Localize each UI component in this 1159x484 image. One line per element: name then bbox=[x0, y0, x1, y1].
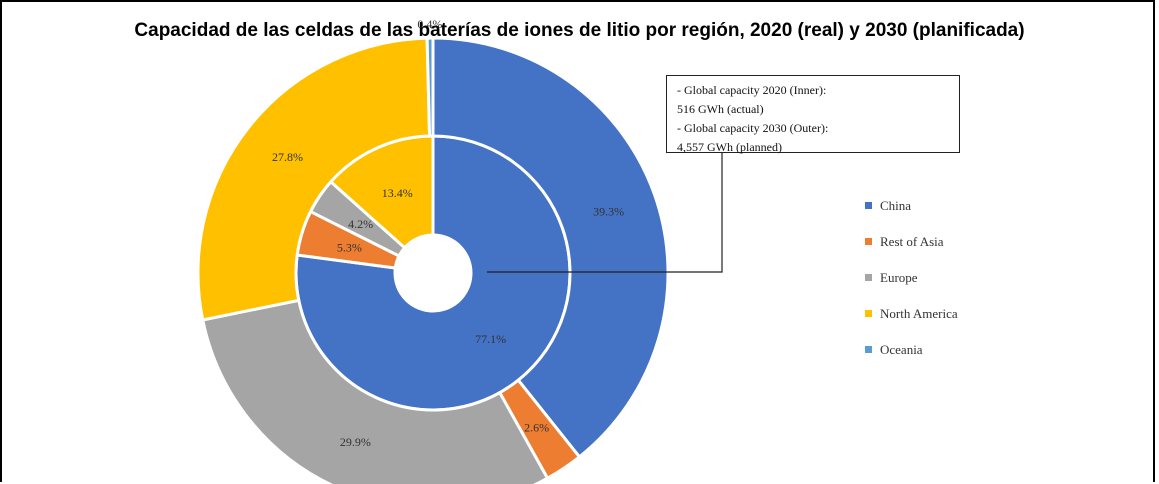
outer-data-label: 2.6% bbox=[524, 420, 549, 434]
legend-label: China bbox=[880, 197, 912, 213]
legend-item: China bbox=[865, 196, 958, 215]
legend-item: North America bbox=[865, 304, 958, 323]
legend-item: Europe bbox=[865, 268, 958, 287]
inner-data-label: 4.2% bbox=[348, 217, 373, 231]
outer-data-label: 39.3% bbox=[593, 205, 624, 219]
legend-label: Rest of Asia bbox=[880, 233, 944, 249]
outer-slice-china bbox=[431, 36, 670, 459]
chart-legend: China Rest of Asia Europe North America … bbox=[865, 196, 958, 376]
legend-item: Oceania bbox=[865, 340, 958, 359]
outer-data-label: 0.4% bbox=[417, 17, 442, 31]
legend-label: Oceania bbox=[880, 341, 923, 357]
note-leader-line bbox=[487, 153, 723, 273]
legend-swatch bbox=[865, 310, 872, 317]
note-line: 4,557 GWh (planned) bbox=[677, 140, 782, 154]
note-line: - Global capacity 2030 (Outer): bbox=[677, 121, 829, 135]
inner-data-label: 5.3% bbox=[337, 240, 362, 254]
legend-swatch bbox=[865, 238, 872, 245]
inner-data-label: 13.4% bbox=[382, 186, 413, 200]
outer-slice-europe bbox=[200, 298, 550, 484]
note-line: 516 GWh (actual) bbox=[677, 102, 764, 116]
capacity-note-box: - Global capacity 2020 (Inner): 516 GWh … bbox=[666, 75, 960, 154]
legend-swatch bbox=[865, 274, 872, 281]
outer-data-label: 27.8% bbox=[272, 150, 303, 164]
legend-swatch bbox=[865, 346, 872, 353]
outer-slice-north-america bbox=[196, 36, 432, 322]
chart-title: Capacidad de las celdas de las baterías … bbox=[134, 20, 1025, 41]
note-line: - Global capacity 2020 (Inner): bbox=[677, 83, 827, 97]
legend-swatch bbox=[865, 202, 872, 209]
legend-label: Europe bbox=[880, 269, 918, 285]
legend-label: North America bbox=[880, 305, 958, 321]
inner-data-label: 77.1% bbox=[475, 332, 506, 346]
outer-data-label: 29.9% bbox=[340, 435, 371, 449]
legend-item: Rest of Asia bbox=[865, 232, 958, 251]
outer-slice-oceania bbox=[425, 36, 435, 138]
